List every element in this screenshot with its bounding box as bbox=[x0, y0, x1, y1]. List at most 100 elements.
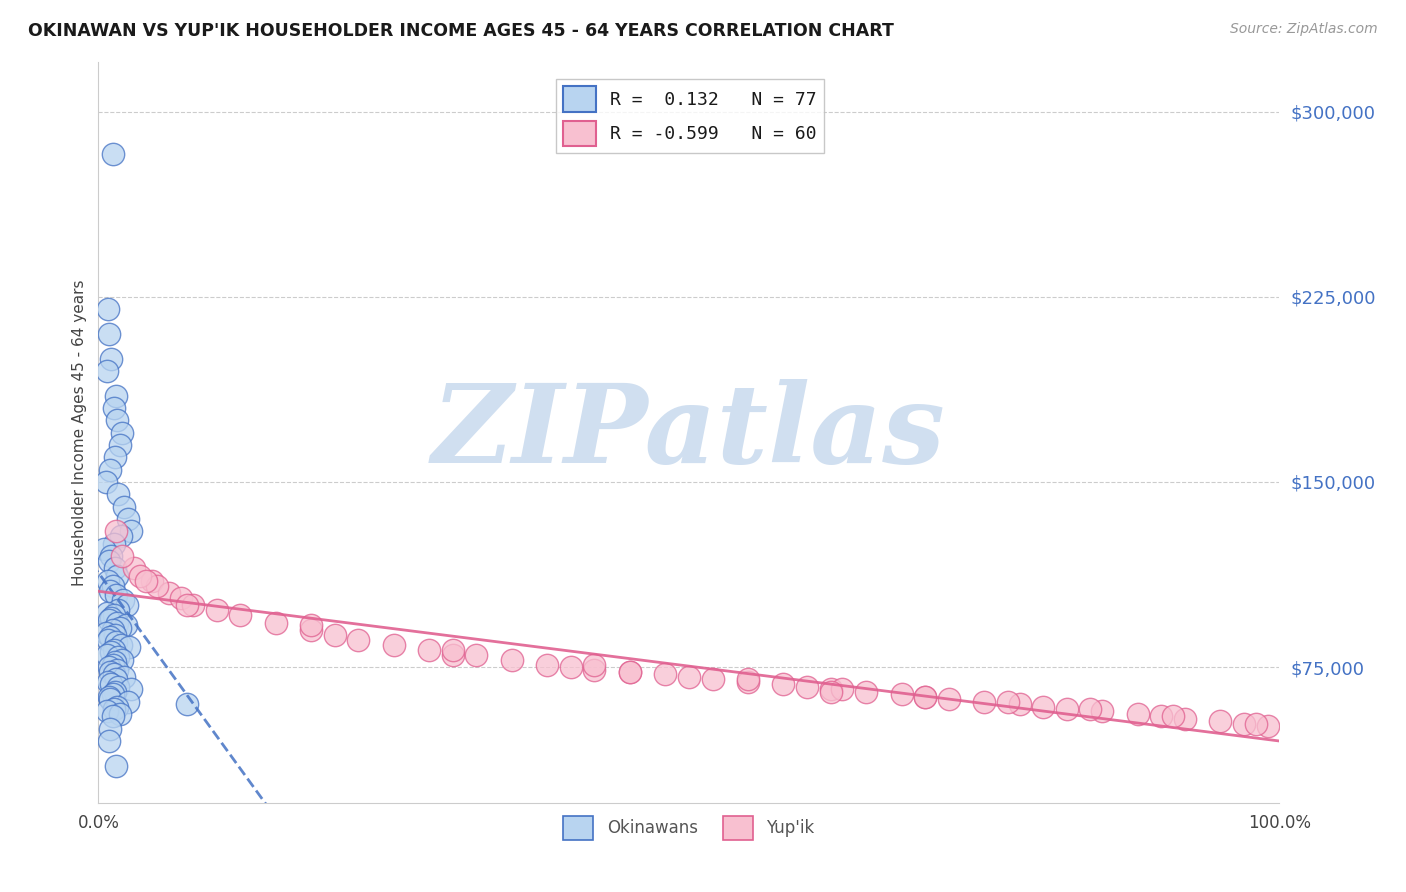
Point bbox=[1161, 709, 1184, 723]
Point bbox=[560, 660, 582, 674]
Point bbox=[105, 663, 128, 677]
Point bbox=[347, 632, 370, 647]
Point bbox=[146, 579, 169, 593]
Point bbox=[1233, 716, 1256, 731]
Text: ZIPatlas: ZIPatlas bbox=[432, 379, 946, 486]
Point bbox=[98, 734, 121, 748]
Point bbox=[1008, 697, 1031, 711]
Point bbox=[1080, 702, 1102, 716]
Point bbox=[107, 603, 129, 617]
Point bbox=[108, 706, 131, 721]
Point bbox=[104, 685, 127, 699]
Point bbox=[114, 618, 136, 632]
Point bbox=[1126, 706, 1149, 721]
Point bbox=[105, 673, 128, 687]
Point bbox=[583, 657, 606, 672]
Point bbox=[104, 628, 127, 642]
Point bbox=[654, 667, 676, 681]
Point bbox=[112, 670, 135, 684]
Point bbox=[890, 687, 912, 701]
Point bbox=[115, 599, 138, 613]
Point bbox=[121, 524, 143, 539]
Point bbox=[176, 697, 198, 711]
Point bbox=[108, 621, 131, 635]
Point bbox=[820, 682, 842, 697]
Point bbox=[105, 524, 128, 539]
Point bbox=[107, 487, 129, 501]
Point bbox=[111, 549, 134, 563]
Point bbox=[938, 692, 960, 706]
Point bbox=[100, 677, 122, 691]
Point bbox=[94, 625, 117, 640]
Text: OKINAWAN VS YUP'IK HOUSEHOLDER INCOME AGES 45 - 64 YEARS CORRELATION CHART: OKINAWAN VS YUP'IK HOUSEHOLDER INCOME AG… bbox=[28, 22, 894, 40]
Point bbox=[103, 608, 125, 623]
Point bbox=[1056, 702, 1078, 716]
Point bbox=[100, 610, 122, 624]
Point bbox=[96, 606, 118, 620]
Point bbox=[98, 660, 121, 674]
Point bbox=[98, 583, 121, 598]
Point bbox=[105, 589, 128, 603]
Point bbox=[103, 667, 125, 681]
Point bbox=[105, 758, 128, 772]
Point bbox=[105, 568, 128, 582]
Point bbox=[93, 541, 115, 556]
Point bbox=[205, 603, 228, 617]
Point bbox=[103, 401, 125, 415]
Point bbox=[104, 655, 127, 669]
Point bbox=[104, 450, 127, 465]
Point bbox=[98, 631, 121, 645]
Point bbox=[737, 674, 759, 689]
Point bbox=[465, 648, 488, 662]
Point bbox=[264, 615, 287, 630]
Point bbox=[170, 591, 193, 605]
Point bbox=[100, 549, 122, 563]
Point bbox=[101, 657, 124, 672]
Point bbox=[98, 554, 121, 568]
Point bbox=[108, 438, 131, 452]
Point bbox=[112, 593, 135, 607]
Y-axis label: Householder Income Ages 45 - 64 years: Householder Income Ages 45 - 64 years bbox=[72, 279, 87, 586]
Point bbox=[107, 650, 129, 665]
Point bbox=[997, 695, 1019, 709]
Point bbox=[98, 326, 121, 341]
Point bbox=[157, 586, 180, 600]
Point bbox=[176, 599, 198, 613]
Point bbox=[141, 574, 163, 588]
Point bbox=[105, 413, 128, 427]
Point bbox=[98, 462, 121, 476]
Point bbox=[1091, 705, 1114, 719]
Point bbox=[103, 702, 125, 716]
Point bbox=[101, 623, 124, 637]
Point bbox=[101, 579, 124, 593]
Point bbox=[181, 599, 204, 613]
Point bbox=[1032, 699, 1054, 714]
Point bbox=[135, 574, 157, 588]
Point bbox=[229, 608, 252, 623]
Point bbox=[583, 663, 606, 677]
Point bbox=[1174, 712, 1197, 726]
Point bbox=[1257, 719, 1279, 733]
Point bbox=[121, 682, 143, 697]
Point bbox=[98, 613, 121, 627]
Point bbox=[128, 568, 150, 582]
Point bbox=[105, 699, 128, 714]
Point bbox=[111, 653, 134, 667]
Point bbox=[737, 673, 759, 687]
Point bbox=[796, 680, 818, 694]
Point bbox=[299, 623, 322, 637]
Point bbox=[100, 351, 122, 366]
Point bbox=[855, 685, 877, 699]
Point bbox=[97, 302, 120, 317]
Point bbox=[441, 642, 464, 657]
Point bbox=[382, 638, 405, 652]
Legend: Okinawans, Yup'ik: Okinawans, Yup'ik bbox=[557, 809, 821, 847]
Point bbox=[820, 685, 842, 699]
Point bbox=[117, 512, 139, 526]
Point bbox=[97, 674, 120, 689]
Point bbox=[101, 146, 124, 161]
Point bbox=[100, 645, 122, 659]
Point bbox=[105, 389, 128, 403]
Point bbox=[96, 705, 118, 719]
Point bbox=[1244, 716, 1267, 731]
